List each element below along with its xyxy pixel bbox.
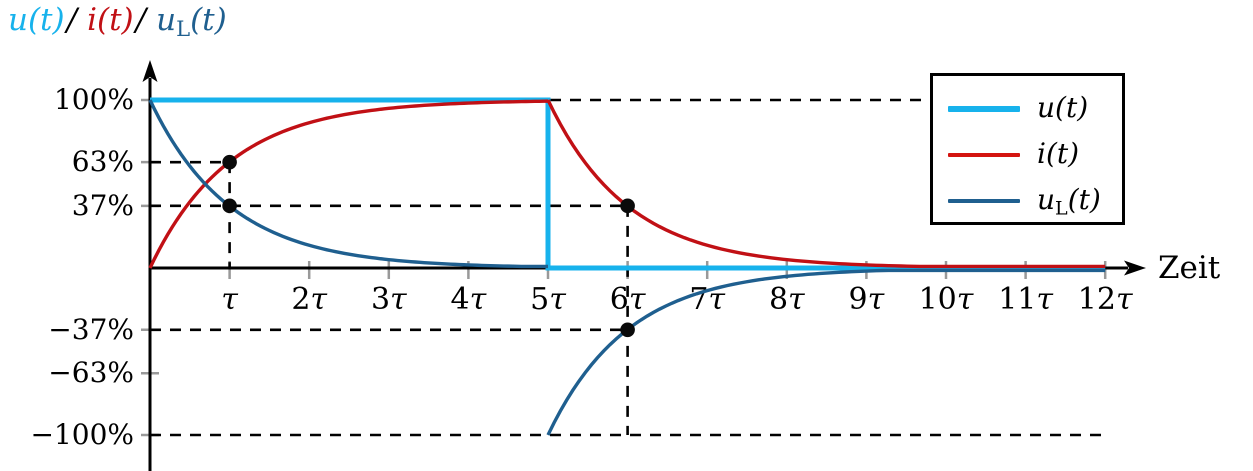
x-axis-title: Zeit	[1158, 250, 1221, 286]
legend: u(t) i(t) uL(t)	[930, 73, 1125, 225]
legend-line-sample	[948, 199, 1020, 203]
data-point-marker	[222, 154, 237, 170]
title-uL: uL(t)	[156, 2, 227, 41]
curve-it	[546, 99, 1106, 269]
data-point-marker	[222, 198, 237, 214]
curve-ut	[150, 97, 1106, 271]
y-tick-label: 100%	[53, 83, 134, 116]
x-tick-label: 11τ	[998, 282, 1053, 317]
legend-label: i(t)	[1037, 136, 1080, 170]
data-point-marker	[620, 198, 635, 214]
curve-it	[148, 99, 549, 269]
legend-label: uL(t)	[1037, 182, 1101, 220]
y-axis-arrow	[142, 60, 158, 82]
curve-ult	[148, 99, 548, 269]
legend-item: uL(t)	[933, 180, 1122, 222]
x-tick-label: 2τ	[291, 282, 328, 317]
y-tick-label: −100%	[30, 418, 134, 451]
y-tick-label: 37%	[71, 188, 134, 222]
legend-line-sample	[948, 153, 1020, 157]
x-tick-label: τ	[221, 282, 238, 317]
y-tick-label: 63%	[71, 145, 134, 179]
x-tick-label: 6τ	[609, 282, 646, 317]
legend-item: i(t)	[933, 134, 1122, 176]
x-tick-label: 4τ	[450, 282, 487, 317]
curve-ult	[546, 268, 1106, 436]
x-tick-label: 8τ	[768, 282, 805, 317]
x-tick-label: 10τ	[918, 282, 974, 317]
chart-title: u(t)/i(t)/uL(t)	[8, 2, 227, 41]
x-tick-label: 12τ	[1077, 282, 1133, 317]
x-tick-label: 3τ	[370, 282, 407, 317]
title-separator: /	[135, 2, 147, 38]
data-point-marker	[620, 322, 635, 338]
y-tick-label: −63%	[48, 356, 134, 390]
x-tick-label: 9τ	[848, 282, 885, 317]
y-tick-label: −37%	[48, 312, 134, 346]
legend-line-sample	[948, 106, 1020, 112]
x-tick-label: 5τ	[530, 282, 566, 317]
title-i: i(t)	[87, 2, 134, 38]
x-axis-arrow	[1124, 260, 1146, 276]
legend-item: u(t)	[933, 88, 1122, 130]
title-u: u(t)	[8, 2, 65, 38]
legend-label: u(t)	[1037, 90, 1089, 124]
title-separator: /	[66, 2, 78, 38]
